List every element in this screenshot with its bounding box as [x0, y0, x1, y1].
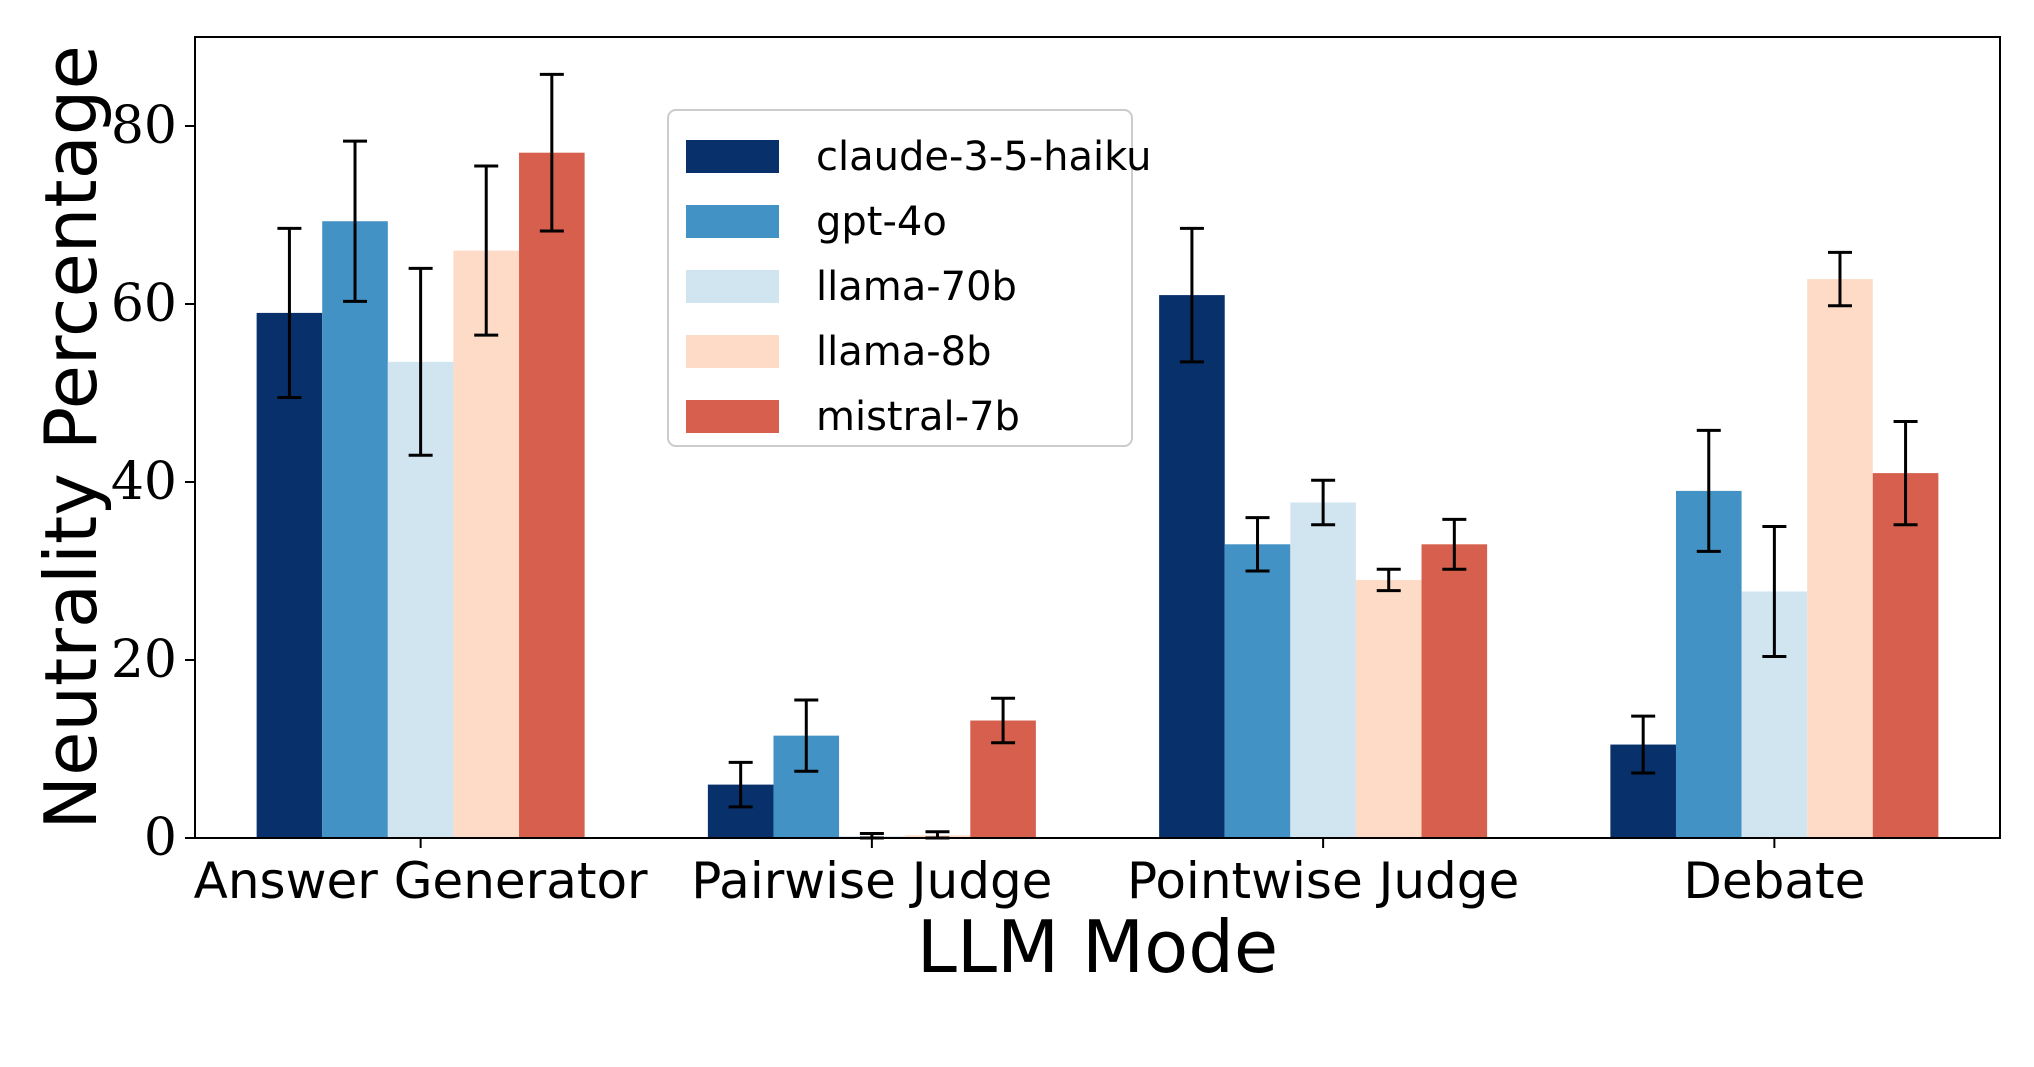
legend-label: mistral-7b: [816, 394, 1020, 440]
legend-label: gpt-4o: [816, 199, 947, 245]
x-tick-label: Debate: [1683, 852, 1865, 910]
y-axis-label: Neutrality Percentage: [29, 45, 113, 830]
bar: [1872, 473, 1939, 838]
y-axis-ticks: 0 20 40 60 80: [111, 96, 195, 868]
plot-frame: [194, 36, 2001, 839]
bar: [1807, 279, 1873, 839]
legend-label: llama-8b: [816, 329, 992, 375]
legend-label: claude-3-5-haiku: [816, 134, 1151, 180]
error-bar: [1376, 567, 1401, 593]
bars-layer: [256, 152, 1939, 839]
error-bar: [1827, 250, 1852, 308]
bar: [453, 250, 520, 839]
error-bar: [343, 139, 368, 303]
legend-swatch: [686, 205, 779, 238]
x-axis-label: LLM Mode: [917, 905, 1278, 989]
bar: [322, 221, 388, 839]
y-tick-label: 40: [111, 452, 177, 512]
bar: [1224, 544, 1291, 838]
legend: claude-3-5-haiku gpt-4o llama-70b llama-8b m…: [667, 109, 1151, 447]
bar: [1355, 579, 1422, 838]
error-bars-layer: [277, 72, 1918, 840]
error-bar: [794, 698, 819, 773]
error-bar: [728, 760, 753, 809]
y-tick-label: 60: [111, 274, 177, 334]
error-bar: [991, 696, 1016, 745]
legend-swatch: [686, 335, 779, 368]
error-bar: [1893, 419, 1918, 527]
bar: [1421, 544, 1488, 838]
error-bar: [277, 226, 302, 399]
error-bar: [1442, 517, 1467, 571]
error-bar: [1762, 525, 1787, 658]
error-bar: [1179, 226, 1204, 364]
error-bar: [1245, 516, 1270, 573]
error-bar: [1631, 714, 1656, 775]
legend-swatch: [686, 400, 779, 433]
x-axis-ticks: Answer Generator Pairwise Judge Pointwise …: [194, 838, 1865, 910]
legend-swatch: [686, 270, 779, 303]
legend-label: llama-70b: [816, 264, 1017, 310]
y-tick-label: 0: [144, 808, 177, 868]
error-bar: [408, 266, 433, 457]
error-bar: [474, 164, 499, 337]
error-bar: [1311, 478, 1336, 527]
y-tick-label: 20: [111, 630, 177, 690]
legend-box: [667, 109, 1133, 447]
bar: [1159, 295, 1225, 839]
bar: [1290, 502, 1356, 838]
error-bar: [1696, 428, 1721, 553]
legend-swatch: [686, 140, 779, 173]
bar: [256, 312, 323, 838]
x-tick-label: Pointwise Judge: [1127, 852, 1519, 910]
x-tick-label: Pairwise Judge: [691, 852, 1052, 910]
bar: [519, 152, 585, 838]
y-tick-label: 80: [111, 96, 177, 156]
error-bar: [539, 72, 564, 233]
x-tick-label: Answer Generator: [194, 852, 648, 910]
